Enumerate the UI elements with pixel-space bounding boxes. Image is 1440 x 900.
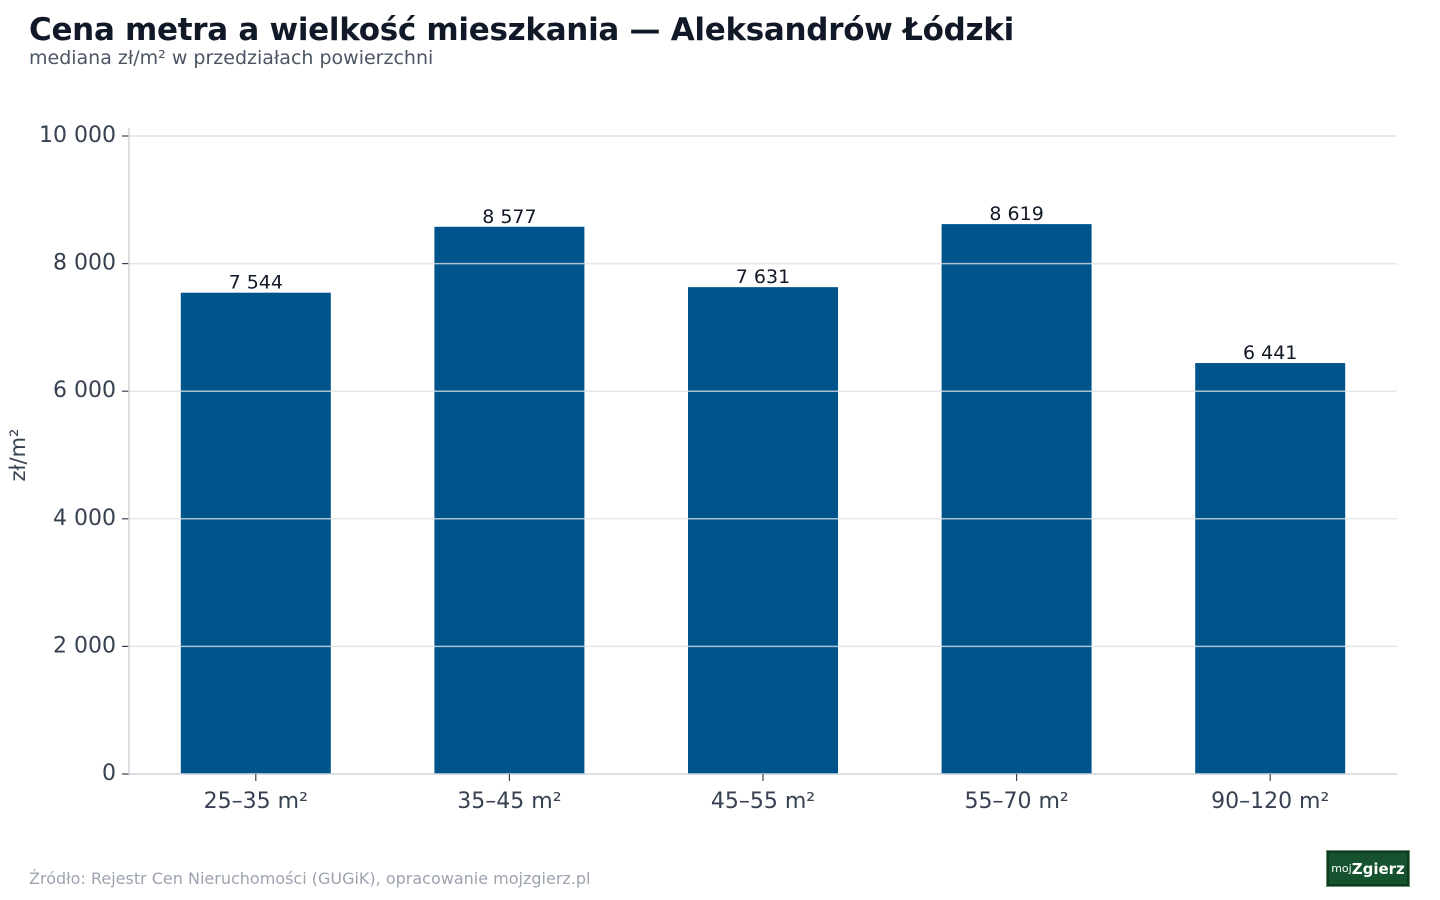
x-tick-label: 90–120 m² [1211,789,1329,814]
chart-subtitle: mediana zł/m² w przedziałach powierzchni [29,47,434,69]
source-note: Źródło: Rejestr Cen Nieruchomości (GUGiK… [29,869,591,888]
y-axis-label: zł/m² [6,429,30,482]
data-labels: 7 544 8 577 7 631 8 619 6 441 [229,203,1298,364]
axes: 0 2 000 4 000 6 000 8 000 10 000 25–35 m² 35–45… [39,123,1397,814]
bar [1195,363,1346,774]
x-tick-label: 55–70 m² [964,789,1068,814]
y-tick-label: 10 000 [39,123,116,148]
logo-main: Zgierz [1351,859,1405,878]
bar-value-label: 6 441 [1243,342,1297,364]
bar-value-label: 7 631 [736,266,790,288]
y-tick-label: 6 000 [53,378,116,403]
y-tick-label: 4 000 [53,506,116,531]
x-tick-label: 45–55 m² [711,789,815,814]
bar [180,292,331,774]
chart-title: Cena metra a wielkość mieszkania — Aleks… [29,12,1014,48]
bar-value-label: 8 619 [989,203,1043,225]
overlay-grid-lines [129,135,1397,648]
y-tick-label: 0 [102,761,116,786]
x-tick-label: 25–35 m² [204,789,308,814]
bar-chart: 0 2 000 4 000 6 000 8 000 10 000 25–35 m² 35–45… [6,123,1397,814]
bar [434,226,585,774]
bar-value-label: 8 577 [482,206,536,228]
y-tick-label: 2 000 [53,633,116,658]
bar [941,224,1092,775]
mojzgierz-logo: moj Zgierz [1326,850,1410,887]
bar [688,287,838,774]
y-tick-label: 8 000 [53,251,116,276]
logo-prefix: moj [1331,862,1352,875]
x-tick-label: 35–45 m² [457,789,561,814]
bars [180,224,1346,775]
bar-value-label: 7 544 [229,272,283,294]
